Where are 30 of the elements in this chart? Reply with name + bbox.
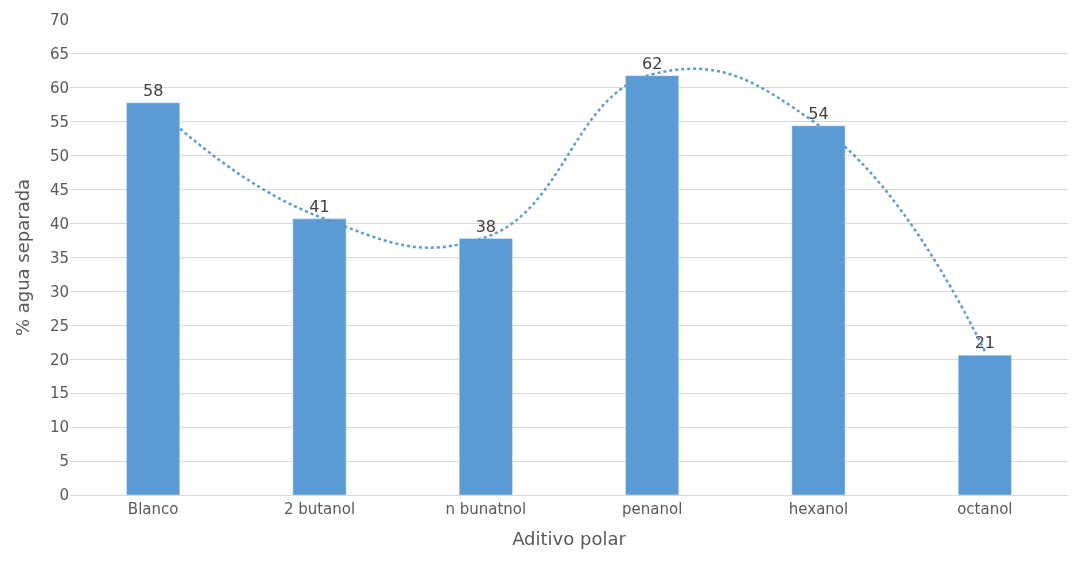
x-tick-label: 2 butanol xyxy=(283,500,356,518)
y-tick-label: 20 xyxy=(49,350,69,369)
y-tick-label: 45 xyxy=(49,180,69,199)
x-tick-label: hexanol xyxy=(788,500,849,518)
y-tick-label: 70 xyxy=(49,11,69,30)
data-label: 58 xyxy=(142,80,164,100)
data-label: 38 xyxy=(475,216,497,236)
data-label: 41 xyxy=(309,196,330,216)
x-tick-label: octanol xyxy=(957,500,1013,518)
data-label: 54 xyxy=(808,103,829,123)
x-axis-title: Aditivo polar xyxy=(512,528,627,550)
data-label: 21 xyxy=(974,333,996,353)
y-tick-label: 30 xyxy=(49,282,69,301)
y-tick-label: 60 xyxy=(49,79,69,98)
y-tick-label: 55 xyxy=(49,113,69,132)
y-tick-label: 25 xyxy=(49,316,69,335)
y-tick-label: 5 xyxy=(59,452,69,471)
y-tick-label: 40 xyxy=(49,214,69,233)
bar xyxy=(957,354,1012,495)
y-tick-label: 10 xyxy=(49,418,69,437)
y-tick-label: 35 xyxy=(49,248,69,267)
x-tick-label: n bunatnol xyxy=(445,500,527,518)
data-label: 62 xyxy=(641,53,663,73)
x-tick-label: penanol xyxy=(622,500,683,518)
y-axis-title: % agua separada xyxy=(12,178,34,337)
y-tick-label: 15 xyxy=(49,384,69,403)
y-tick-label: 0 xyxy=(59,486,69,505)
x-tick-label: Blanco xyxy=(127,500,179,518)
y-tick-label: 65 xyxy=(49,45,69,64)
y-tick-label: 50 xyxy=(49,146,69,165)
